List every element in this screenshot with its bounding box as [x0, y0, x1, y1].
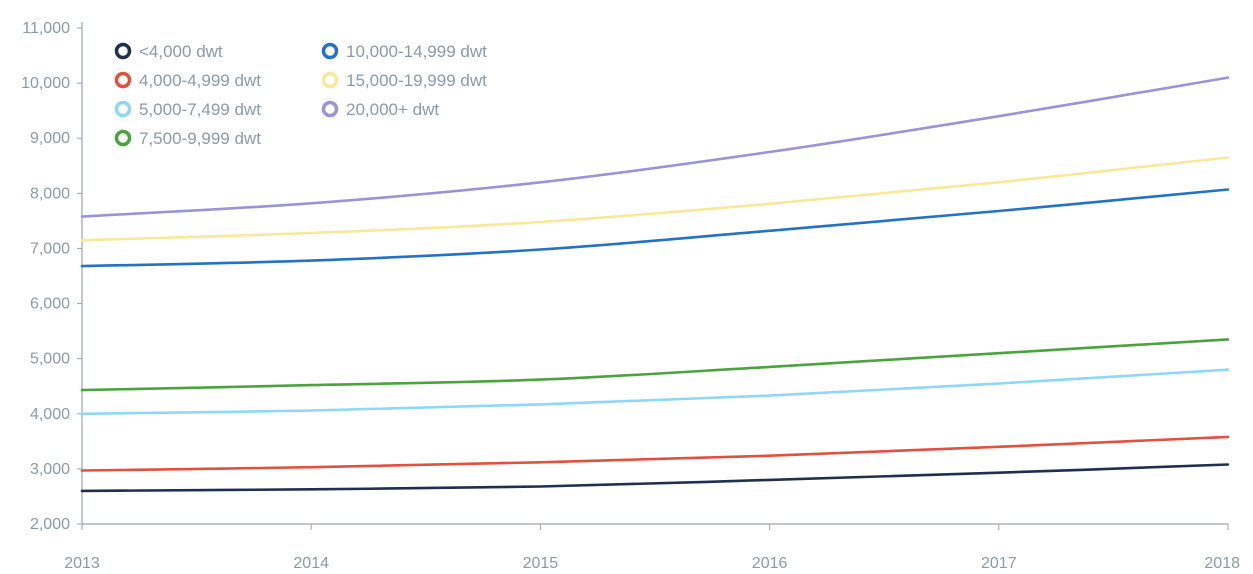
series-line-2 — [80, 435, 1230, 472]
legend-label: <4,000 dwt — [139, 42, 223, 61]
x-axis-ticks: 2013 2014 2015 2016 2017 2018 — [64, 524, 1240, 572]
x-tick-label: 2018 — [1204, 555, 1240, 572]
x-tick-label: 2017 — [981, 555, 1017, 572]
x-tick-label: 2014 — [293, 555, 329, 572]
legend-label: 10,000-14,999 dwt — [346, 42, 487, 61]
legend-label: 7,500-9,999 dwt — [139, 129, 261, 148]
series-line-7 — [80, 76, 1230, 218]
y-axis-ticks: 2,000 3,000 4,000 5,000 6,000 7,000 8,000 9,000… — [21, 20, 82, 533]
legend-label: 15,000-19,999 dwt — [346, 71, 487, 90]
legend-marker — [114, 71, 132, 89]
legend-marker — [114, 129, 132, 147]
legend-label: 5,000-7,499 dwt — [139, 100, 261, 119]
legend-marker — [114, 100, 132, 118]
legend-marker — [114, 42, 132, 60]
legend: <4,000 dwt 4,000-4,999 dwt 5,000-7,499 dwt… — [114, 42, 487, 148]
series-line-3 — [80, 368, 1230, 416]
y-tick-label: 5,000 — [30, 351, 70, 368]
series-line-5 — [80, 188, 1230, 268]
chart-axes — [81, 22, 1228, 525]
legend-label: 20,000+ dwt — [346, 100, 439, 119]
series-lines — [80, 76, 1230, 493]
y-tick-label: 7,000 — [30, 240, 70, 257]
legend-marker — [321, 71, 339, 89]
legend-label: 4,000-4,999 dwt — [139, 71, 261, 90]
legend-marker — [321, 42, 339, 60]
y-tick-label: 9,000 — [30, 130, 70, 147]
x-tick-label: 2016 — [752, 555, 788, 572]
y-tick-label: 8,000 — [30, 185, 70, 202]
y-tick-label: 11,000 — [22, 20, 70, 37]
legend-marker — [321, 100, 339, 118]
x-tick-label: 2013 — [64, 555, 100, 572]
y-tick-label: 2,000 — [30, 516, 70, 533]
y-tick-label: 6,000 — [30, 296, 70, 313]
y-tick-label: 10,000 — [21, 75, 70, 92]
x-tick-label: 2015 — [523, 555, 559, 572]
series-line-1 — [80, 463, 1230, 493]
y-tick-label: 3,000 — [30, 461, 70, 478]
series-line-4 — [80, 338, 1230, 392]
y-tick-label: 4,000 — [30, 406, 70, 423]
series-line-6 — [80, 156, 1230, 242]
